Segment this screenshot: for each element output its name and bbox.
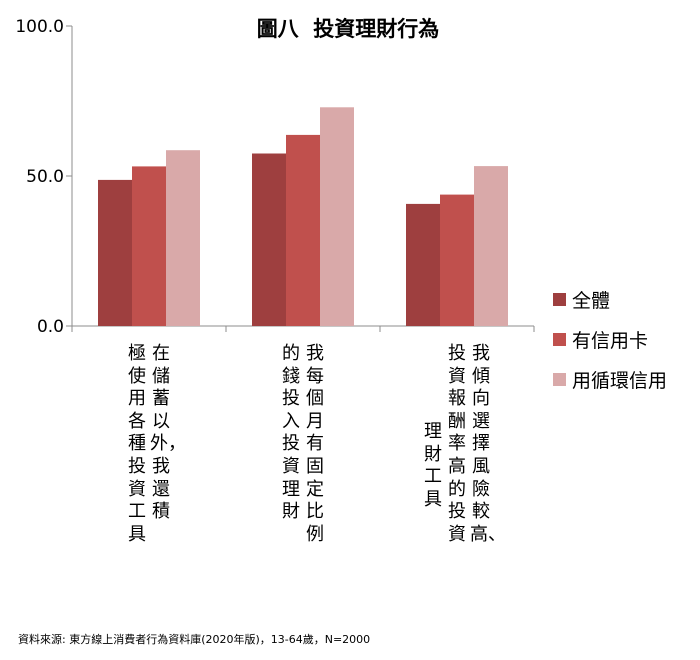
y-tick-label: 0.0 <box>37 317 64 337</box>
bar-3-category-1 <box>166 150 200 326</box>
x-category-label-1: 在儲蓄以外，我還積 極使用各種投資工具 <box>126 343 186 623</box>
bar-3-category-3 <box>474 166 508 326</box>
y-tick-label: 100.0 <box>15 17 64 37</box>
chart-title: 圖八 投資理財行為 <box>257 17 440 41</box>
x-category-label-line: 我每個月有固定比例 <box>306 343 324 545</box>
x-category-label-2: 我每個月有固定比例 的錢投入投資理財 <box>280 343 326 623</box>
bar-2-category-1 <box>132 166 166 326</box>
x-category-label-line: 理財工具 <box>424 421 442 510</box>
bar-3-category-2 <box>320 107 354 326</box>
x-category-label-line: 的錢投入投資理財 <box>282 343 300 523</box>
bar-1-category-3 <box>406 203 440 326</box>
bar-2-category-2 <box>286 134 320 326</box>
x-category-label-line: 投資報酬率高的投資 <box>448 343 466 545</box>
bar-1-category-1 <box>98 179 132 326</box>
bar-1-category-2 <box>252 153 286 326</box>
x-category-label-line: 在儲蓄以外，我還積 <box>150 343 186 523</box>
legend-label: 有信用卡 <box>572 330 649 352</box>
y-tick-label: 50.0 <box>26 167 64 187</box>
x-category-label-line: 我傾向選擇風險較高、 <box>470 343 506 545</box>
x-category-label-3: 我傾向選擇風險較高、 投資報酬率高的投資 理財工具 <box>422 343 506 623</box>
x-category-label-line: 極使用各種投資工具 <box>128 343 146 545</box>
legend-swatch <box>553 293 566 306</box>
legend-label: 全體 <box>572 290 611 312</box>
legend-label: 用循環信用 <box>572 370 668 392</box>
legend-swatch <box>553 373 566 386</box>
source-note: 資料來源: 東方線上消費者行為資料庫(2020年版)，13-64歲，N=2000 <box>18 633 371 646</box>
bar-2-category-3 <box>440 194 474 326</box>
legend-swatch <box>553 333 566 346</box>
